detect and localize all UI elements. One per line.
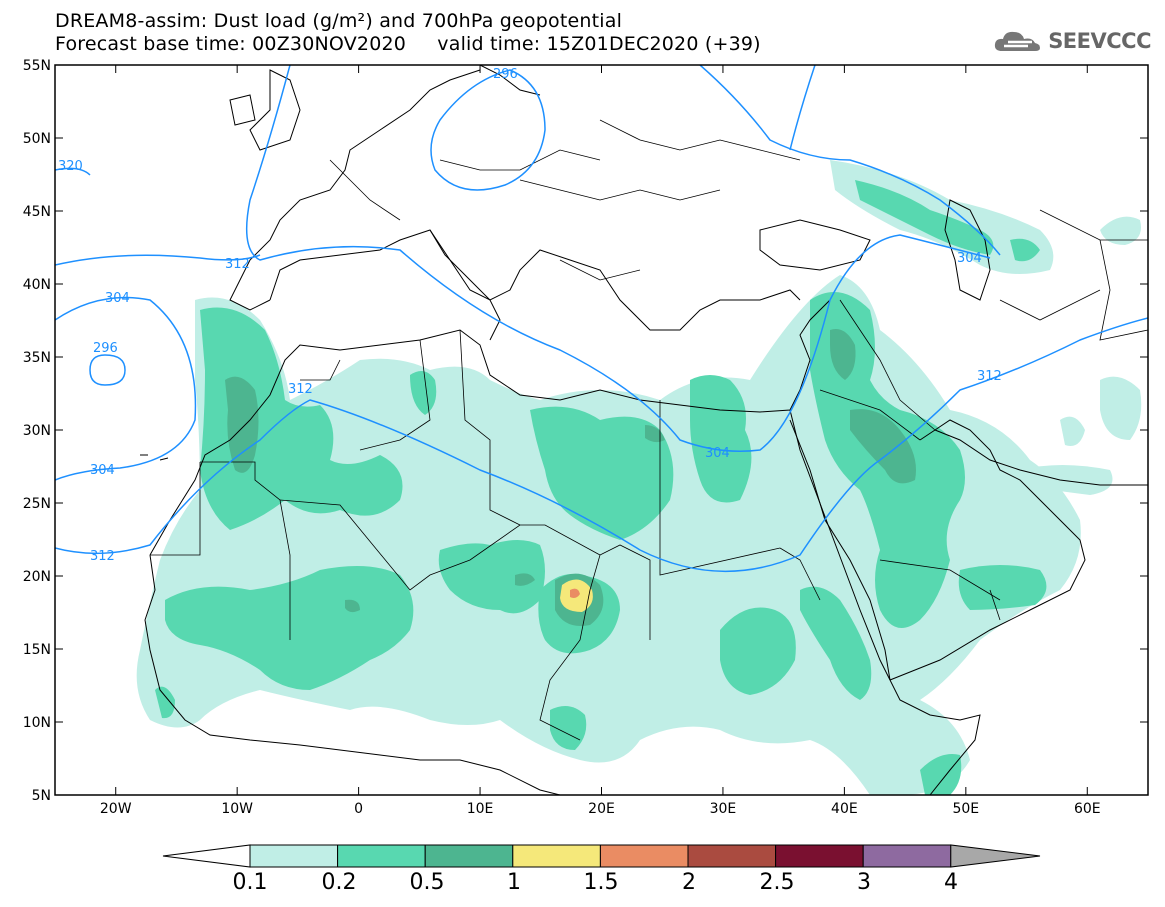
lat-tick-label: 10N (23, 715, 51, 731)
logo-text: SEEVCCC (1048, 29, 1151, 53)
latitude-axis: 55N 50N 45N 40N 35N 30N 25N 20N 15N 10N 5N (23, 58, 1148, 804)
contour-labels: 320 296 312 304 296 312 304 304 312 304 … (58, 67, 1002, 564)
colorbar-swatch (512, 844, 601, 868)
colorbar (162, 844, 1041, 868)
lon-tick-label: 10W (221, 801, 253, 817)
lat-tick-label: 55N (23, 58, 51, 74)
lat-tick-label: 35N (23, 350, 51, 366)
colorbar-label-0.1: 0.1 (232, 870, 268, 895)
dust-level-0.1b (1100, 216, 1141, 245)
colorbar-swatch (599, 844, 689, 868)
country-borders (150, 119, 1148, 741)
lon-tick-label: 40E (831, 801, 858, 817)
coastlines (140, 65, 1148, 795)
contour-label-304-b: 304 (90, 463, 115, 478)
lon-tick-label: 60E (1074, 801, 1101, 817)
lon-tick-label: 20E (588, 801, 615, 817)
colorbar-swatch (424, 844, 514, 868)
colorbar-swatch (862, 844, 952, 868)
contour-label-296-b: 296 (93, 341, 118, 356)
colorbar-label-2.5: 2.5 (759, 870, 795, 895)
lat-tick-label: 50N (23, 131, 51, 147)
lon-tick-label: 50E (952, 801, 979, 817)
lon-tick-label: 10E (467, 801, 494, 817)
colorbar-swatch (337, 844, 426, 868)
lon-tick-label: 30E (710, 801, 737, 817)
contour-label-304-c: 304 (705, 446, 730, 461)
lat-tick-label: 20N (23, 569, 51, 585)
seevccc-logo: SEEVCCC (992, 27, 1151, 55)
colorbar-label-1: 1 (507, 870, 521, 895)
geopotential-contours (55, 65, 1148, 572)
colorbar-label-0.2: 0.2 (321, 870, 357, 895)
longitude-axis: 20W 10W 0 10E 20E 30E 40E 50E 60E (100, 65, 1101, 817)
contour-label-304-d: 304 (957, 251, 982, 266)
lon-tick-label: 20W (100, 801, 132, 817)
colorbar-swatch (775, 844, 864, 868)
dust-level-1.5 (570, 588, 580, 598)
lon-tick-label: 0 (354, 801, 363, 817)
colorbar-swatch (687, 844, 777, 868)
contour-label-312-b: 312 (288, 382, 313, 397)
contour-label-296-a: 296 (493, 67, 518, 82)
lat-tick-label: 15N (23, 642, 51, 658)
title-line-1: DREAM8-assim: Dust load (g/m²) and 700hP… (55, 10, 623, 32)
contour-label-320: 320 (58, 159, 83, 174)
colorbar-label-3: 3 (857, 870, 871, 895)
contour-label-304-a: 304 (105, 291, 130, 306)
contour-label-312-a: 312 (225, 257, 250, 272)
colorbar-label-2: 2 (682, 870, 696, 895)
cloud-icon (995, 31, 1041, 51)
colorbar-over-triangle (950, 844, 1041, 868)
lat-tick-label: 40N (23, 277, 51, 293)
dust-load-shading (136, 160, 1142, 795)
colorbar-label-1.5: 1.5 (583, 870, 619, 895)
title-line-2: Forecast base time: 00Z30NOV2020 valid t… (55, 33, 761, 55)
lat-tick-label: 5N (32, 788, 51, 804)
contour-label-312-c: 312 (90, 549, 115, 564)
lat-tick-label: 30N (23, 423, 51, 439)
colorbar-under-triangle (162, 844, 251, 868)
colorbar-label-4: 4 (944, 870, 958, 895)
colorbar-label-0.5: 0.5 (409, 870, 445, 895)
dust-level-0.5 (225, 329, 916, 626)
lat-tick-label: 25N (23, 496, 51, 512)
lat-tick-label: 45N (23, 204, 51, 220)
contour-label-312-d: 312 (977, 369, 1002, 384)
colorbar-swatch (249, 844, 339, 868)
